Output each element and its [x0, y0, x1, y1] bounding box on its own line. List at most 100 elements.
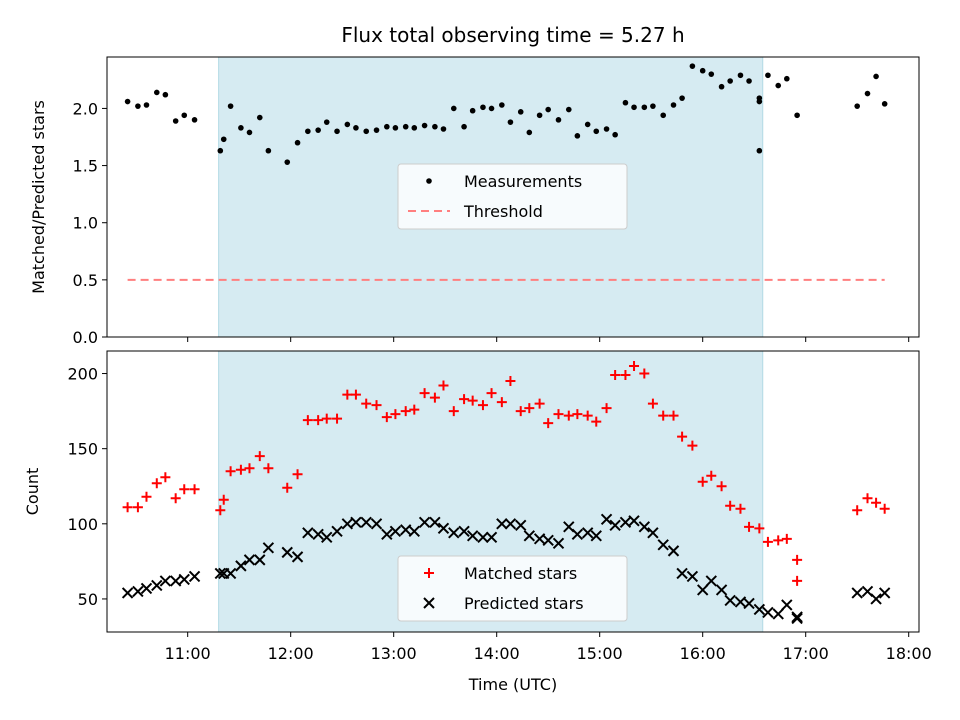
matched-star-point	[332, 413, 343, 424]
matched-star-point	[534, 398, 545, 409]
measurement-point	[162, 91, 169, 98]
bottom-legend: Matched stars Predicted stars	[397, 555, 628, 622]
measurement-point	[143, 102, 150, 108]
bottom-y-ticks: 50 100 150 200	[67, 365, 107, 609]
top-y-axis-label: Matched/Predicted stars	[29, 100, 48, 294]
measurement-point	[402, 123, 409, 130]
bottom-series	[121, 361, 891, 625]
measurement-point	[555, 117, 562, 123]
predicted-star-point	[159, 575, 172, 587]
measurement-point	[432, 123, 438, 130]
measurement-point	[699, 67, 706, 74]
matched-star-point	[505, 376, 516, 387]
top-legend: Measurements Threshold	[397, 163, 628, 230]
matched-star-point	[342, 389, 353, 400]
predicted-star-point	[214, 567, 227, 580]
matched-star-point	[735, 503, 746, 514]
matched-star-point	[132, 502, 143, 513]
matched-star-point	[773, 535, 784, 546]
predicted-star-point	[619, 516, 632, 529]
matched-star-point	[515, 406, 526, 417]
matched-star-point	[459, 394, 470, 405]
matched-star-point	[781, 533, 792, 544]
measurement-point	[765, 72, 771, 79]
matched-star-point	[591, 416, 602, 427]
legend-label: Matched stars	[464, 564, 577, 583]
matched-star-point	[371, 400, 382, 411]
legend-label: Predicted stars	[464, 594, 584, 613]
matched-star-point	[235, 464, 246, 475]
x-axis-label: Time (UTC)	[468, 675, 557, 694]
predicted-star-point	[477, 531, 489, 544]
measurement-point	[517, 109, 524, 115]
predicted-star-point	[370, 518, 383, 530]
top-ytick-label: 0.5	[73, 271, 98, 290]
chart-title: Flux total observing time = 5.27 h	[341, 23, 684, 47]
predicted-star-point	[504, 518, 517, 530]
matched-star-point	[215, 505, 226, 516]
series-measurements	[124, 63, 888, 165]
xtick-label: 14:00	[474, 644, 520, 663]
measurement-point	[689, 63, 696, 69]
predicted-star-point	[235, 560, 247, 572]
measurement-point	[153, 89, 160, 96]
matched-star-point	[390, 409, 401, 420]
predicted-star-point	[657, 539, 669, 551]
predicted-star-point	[485, 531, 498, 544]
matched-star-point	[486, 388, 497, 399]
xtick-label: 16:00	[680, 644, 726, 663]
panel-top: 0.00.51.01.52.0 Matched/Predicted stars …	[29, 56, 920, 347]
predicted-star-point	[734, 596, 747, 608]
matched-star-point	[610, 370, 621, 381]
predicted-star-point	[686, 570, 699, 583]
measurement-point	[135, 103, 141, 109]
predicted-star-point	[381, 528, 393, 541]
predicted-star-point	[188, 570, 201, 583]
legend-entry-measurements: Measurements	[426, 172, 582, 191]
measurement-point	[323, 119, 330, 125]
predicted-star-point	[724, 594, 736, 607]
measurement-point	[469, 107, 476, 114]
predicted-star-point	[870, 593, 882, 605]
measurement-point	[631, 104, 637, 111]
xtick-label: 13:00	[371, 644, 417, 663]
measurement-point	[864, 90, 871, 97]
xtick-label: 15:00	[577, 644, 623, 663]
predicted-star-point	[590, 530, 602, 542]
measurement-point	[727, 78, 733, 84]
matched-star-point	[629, 361, 640, 372]
measurement-point	[679, 95, 685, 101]
measurement-point	[746, 78, 752, 84]
predicted-star-point	[224, 567, 237, 580]
matched-star-point	[218, 494, 229, 505]
matched-star-point	[313, 415, 324, 426]
bottom-axes-frame	[106, 350, 920, 633]
measurement-point	[344, 121, 351, 128]
predicted-star-point	[523, 530, 536, 542]
matched-star-point	[572, 409, 583, 420]
matched-star-point	[524, 403, 535, 414]
predicted-star-point	[389, 525, 402, 538]
matched-star-point	[543, 418, 554, 429]
matched-star-point	[879, 503, 890, 514]
matched-star-point	[160, 472, 171, 483]
measurement-point	[461, 123, 467, 130]
matched-star-point	[467, 395, 478, 406]
xtick-label: 17:00	[783, 644, 829, 663]
matched-star-point	[601, 403, 612, 414]
predicted-star-point	[552, 537, 565, 550]
predicted-star-point	[178, 573, 190, 586]
measurement-point	[411, 125, 418, 131]
series-predicted-stars	[121, 513, 891, 625]
matched-star-point	[321, 413, 332, 424]
measurement-point	[737, 72, 744, 79]
series-matched-stars	[122, 361, 890, 586]
predicted-star-point	[496, 518, 508, 530]
matched-star-point	[141, 491, 152, 502]
legend-box	[397, 163, 628, 230]
measurement-point	[421, 122, 428, 129]
predicted-star-point	[878, 587, 891, 599]
predicted-star-point	[350, 516, 362, 529]
measurement-point	[670, 102, 677, 108]
predicted-star-point	[243, 554, 256, 566]
